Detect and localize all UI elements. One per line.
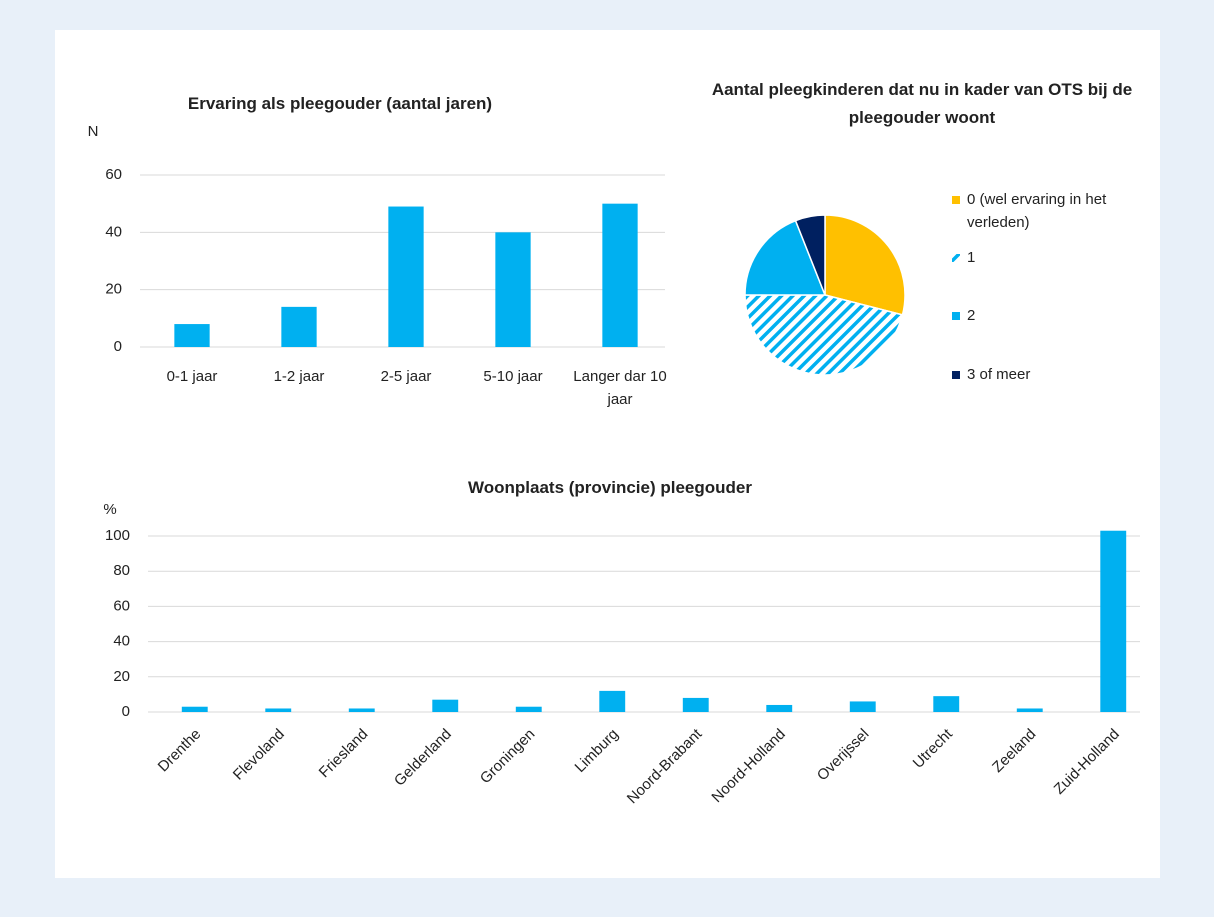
y-tick-label: 20 — [105, 281, 122, 298]
bar — [495, 232, 531, 347]
x-tick-label: Overijssel — [814, 726, 873, 785]
bar — [515, 706, 542, 712]
legend-label: 2 — [967, 307, 976, 324]
legend-label: 1 — [967, 249, 976, 266]
chart-title: Aantal pleegkinderen dat nu in kader van… — [711, 80, 1133, 127]
y-tick-label: 60 — [105, 166, 122, 183]
bar — [181, 706, 208, 712]
y-tick-label: 100 — [105, 527, 130, 544]
x-tick-label: 0-1 jaar — [166, 368, 218, 385]
bar — [265, 708, 292, 712]
x-tick-label: Flevoland — [230, 726, 288, 784]
bar — [682, 697, 709, 712]
legend-label: 0 (wel ervaring in het verleden) — [967, 191, 1107, 231]
y-tick-label: 60 — [113, 597, 130, 614]
bar — [281, 306, 317, 347]
pie-slice — [824, 214, 906, 316]
y-tick-label: 20 — [113, 668, 130, 685]
x-tick-label: Groningen — [477, 726, 539, 788]
legend-marker — [952, 371, 960, 379]
bar — [933, 696, 960, 712]
bar — [602, 203, 638, 347]
x-tick-label: 5-10 jaar — [483, 368, 543, 385]
pie-slice — [744, 294, 904, 376]
x-tick-label: 2-5 jaar — [380, 368, 432, 385]
y-tick-label: 40 — [105, 223, 122, 240]
pie-slice — [744, 219, 827, 296]
x-tick-label: 1-2 jaar — [273, 368, 325, 385]
bar — [766, 704, 793, 712]
y-tick-label: 40 — [113, 633, 130, 650]
x-tick-label: Noord-Holland — [708, 726, 788, 806]
bar — [432, 699, 459, 712]
legend-marker — [952, 196, 960, 204]
x-tick-label: Friesland — [316, 726, 372, 782]
y-axis-label: N — [88, 123, 99, 140]
pie-slice — [794, 214, 826, 296]
panel — [55, 30, 1160, 878]
bar — [388, 206, 424, 347]
x-tick-label: Langer dar 10 jaar — [573, 368, 667, 408]
x-tick-label: Limburg — [572, 726, 622, 776]
bar — [1100, 530, 1127, 712]
y-axis-label: % — [103, 501, 116, 518]
y-tick-label: 80 — [113, 562, 130, 579]
chart-title: Woonplaats (provincie) pleegouder — [468, 478, 752, 497]
bar — [849, 701, 876, 712]
bar — [174, 324, 210, 347]
bar — [348, 708, 375, 712]
y-tick-label: 0 — [122, 703, 130, 720]
x-tick-label: Noord-Brabant — [624, 725, 706, 807]
chart-title: Ervaring als pleegouder (aantal jaren) — [187, 94, 493, 113]
legend-marker — [952, 312, 960, 320]
bar — [1016, 708, 1043, 712]
legend-marker — [952, 254, 960, 262]
x-tick-label: Drenthe — [155, 726, 205, 776]
x-tick-label: Gelderland — [391, 726, 455, 790]
x-tick-label: Zuid-Holland — [1051, 726, 1123, 798]
legend-label: 3 of meer — [967, 366, 1031, 383]
x-tick-label: Utrecht — [910, 725, 957, 772]
bar — [599, 690, 626, 712]
y-tick-label: 0 — [114, 338, 122, 355]
x-tick-label: Zeeland — [989, 726, 1039, 776]
